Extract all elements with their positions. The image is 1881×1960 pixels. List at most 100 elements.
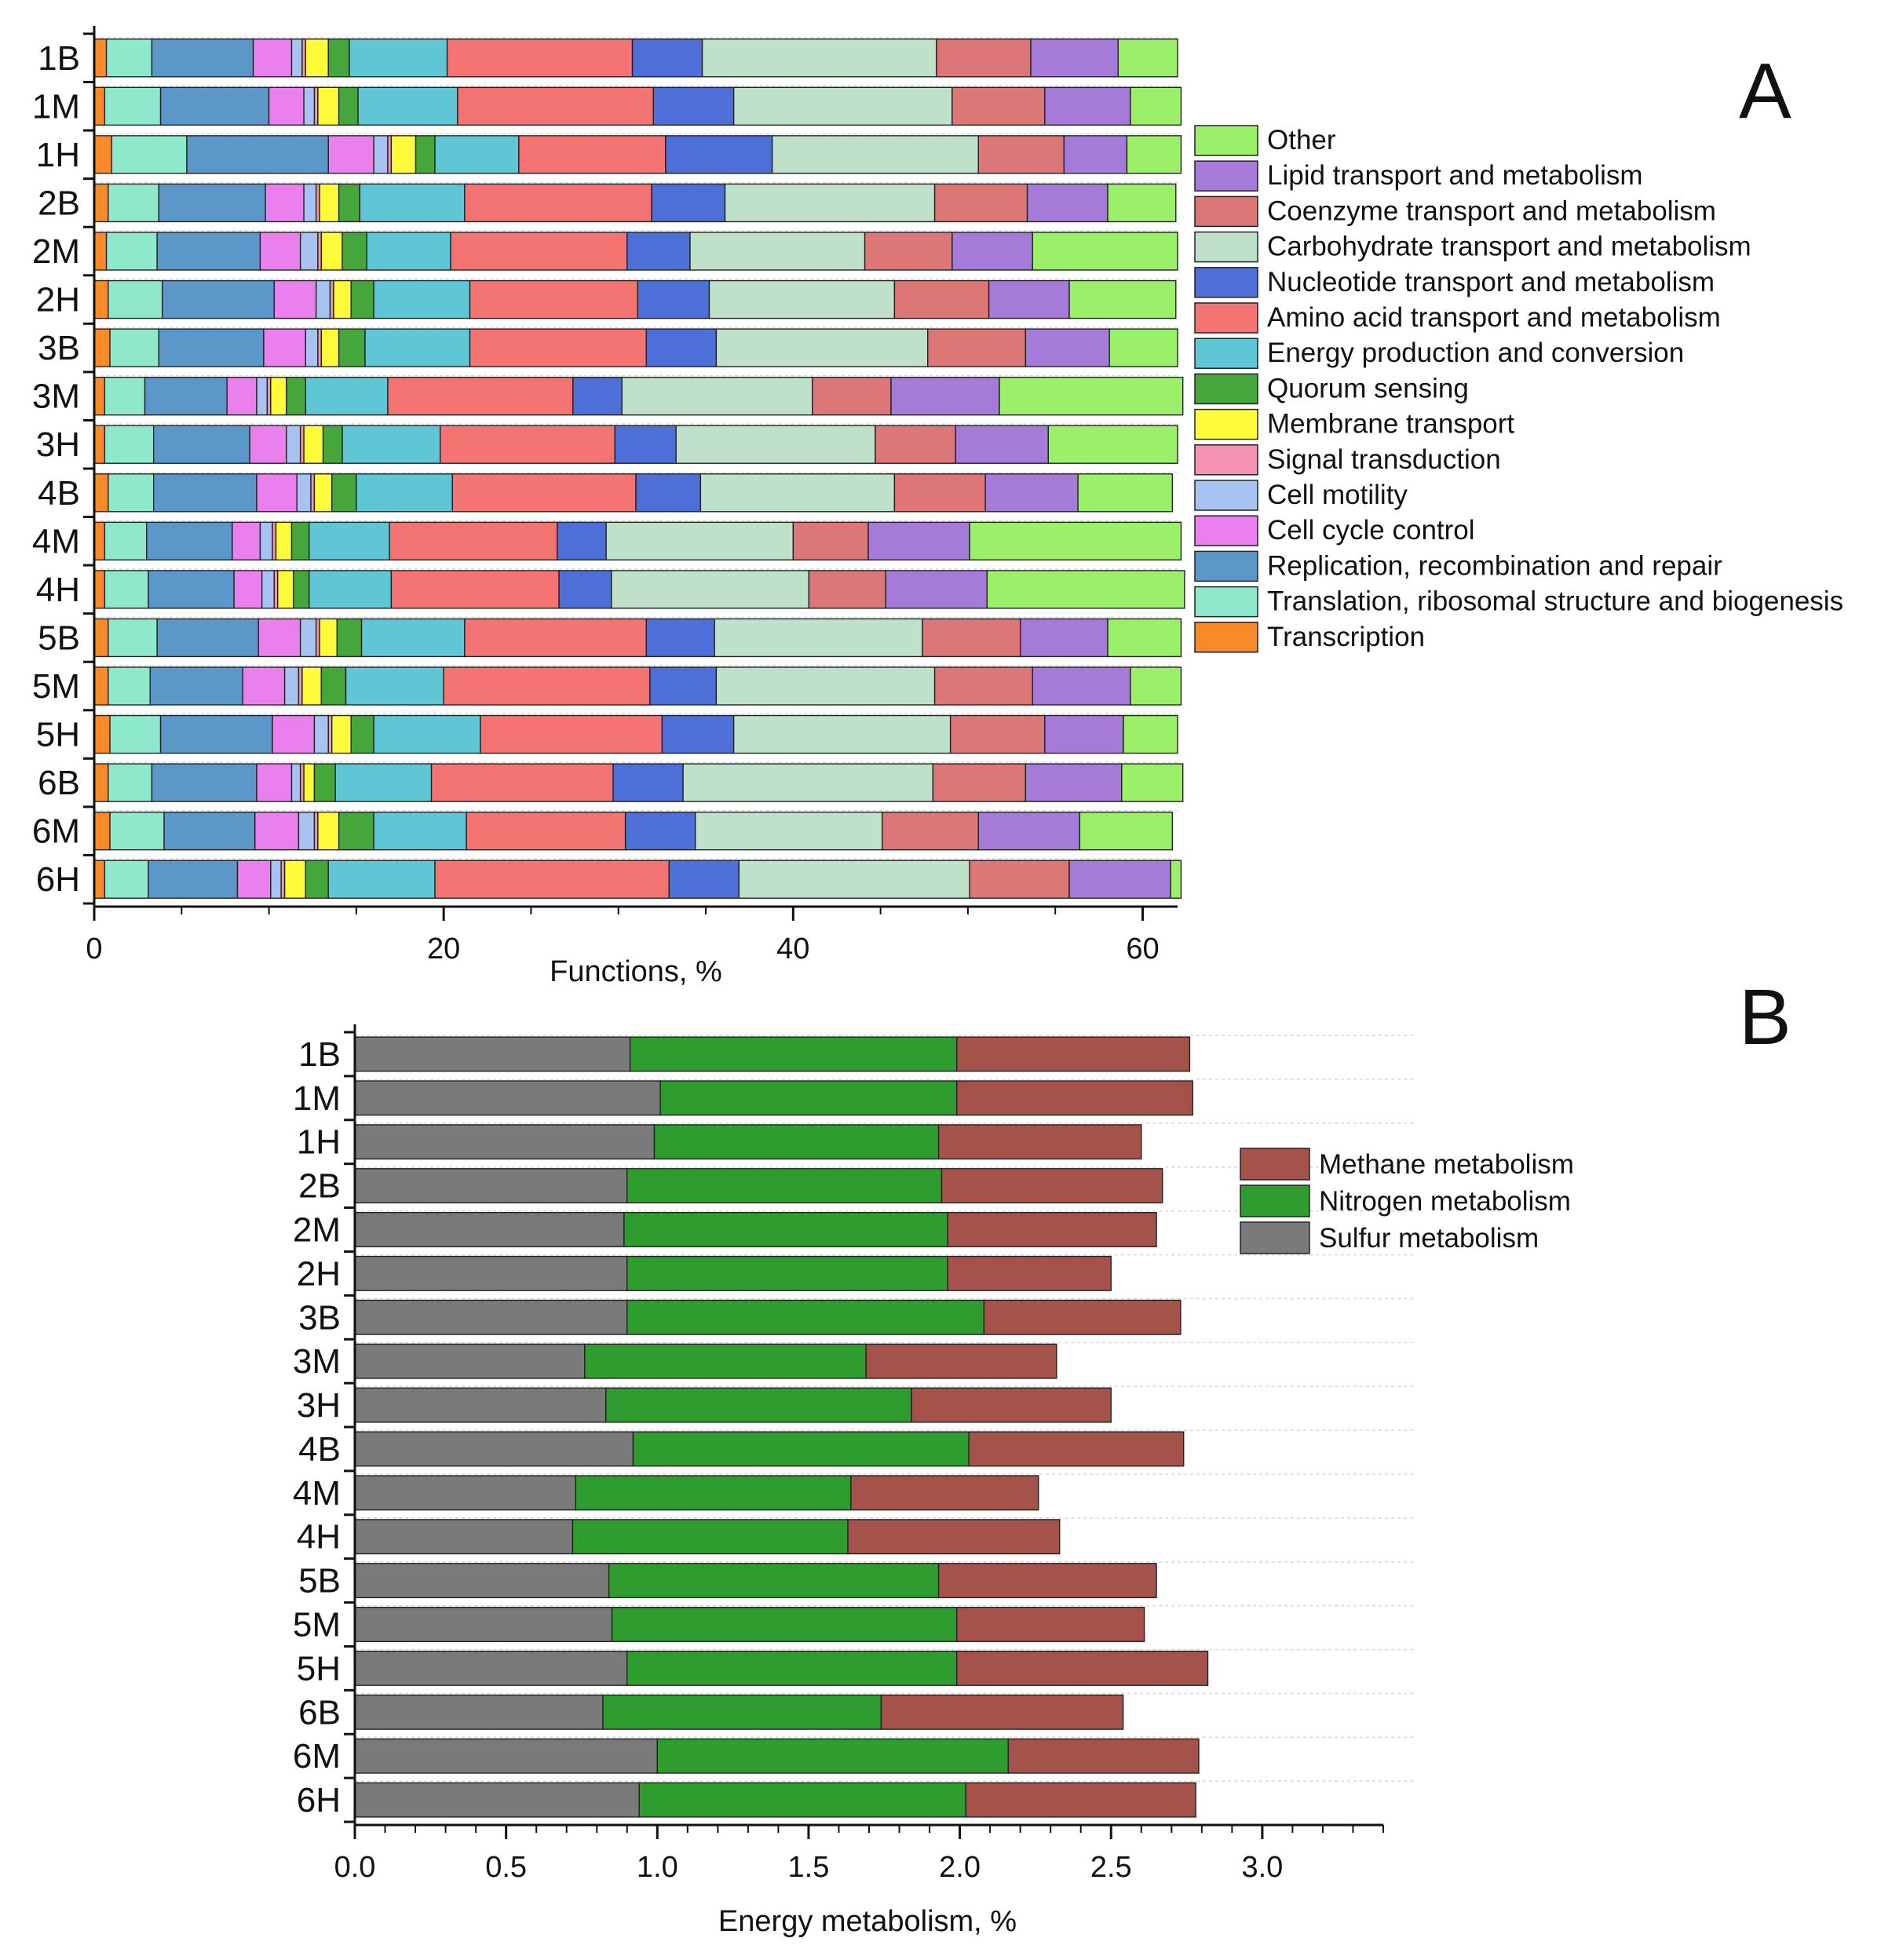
bar-2h-lipid-transport-and-metabolism	[988, 279, 1070, 319]
bar-5h-nucleotide-transport-and-metabolism	[661, 714, 735, 754]
bar-1b-transcription	[93, 38, 108, 78]
bar-4h-methane-metabolism	[847, 1519, 1061, 1555]
bar-4h-cell-cycle-control	[233, 570, 263, 609]
bar-1m-cell-motility	[303, 86, 316, 126]
legend-swatch-other	[1194, 125, 1258, 156]
bar-4b-carbohydrate-transport-and-metabolism	[699, 473, 896, 513]
bar-1b-methane-metabolism	[956, 1036, 1191, 1072]
bar-6b-lipid-transport-and-metabolism	[1025, 763, 1123, 802]
chart-a-functions: 1B 1M 1H 2B 2M 2H 3B 3M 3H 4B 4M 4H 5B 5M 5H 6B 6M 6H 0 20 4…	[32, 26, 1185, 965]
category-label-6b: 6B	[38, 764, 80, 802]
bar-3b-cell-cycle-control	[263, 328, 307, 367]
bar-6h-transcription	[93, 860, 106, 899]
bar-5b-energy-production-and-conversion	[360, 618, 466, 658]
bar-4b-membrane-transport	[313, 473, 333, 513]
bar-1m-methane-metabolism	[956, 1080, 1193, 1116]
bar-4m-lipid-transport-and-metabolism	[867, 521, 970, 561]
bar-6h-cell-cycle-control	[236, 860, 272, 899]
legend-label-methane-metabolism: Methane metabolism	[1319, 1149, 1574, 1180]
category-label-4m: 4M	[293, 1474, 341, 1513]
category-label-6h: 6H	[297, 1781, 341, 1819]
bar-1m-other	[1130, 86, 1182, 126]
bar-3m-quorum-sensing	[286, 376, 307, 416]
bar-2b-replication-recombination-and-repair	[158, 183, 266, 223]
bar-4m-amino-acid-transport-and-metabolism	[389, 521, 558, 561]
bar-4b-nucleotide-transport-and-metabolism	[635, 473, 702, 513]
bar-4h-coenzyme-transport-and-metabolism	[808, 570, 886, 609]
legend-label-nitrogen-metabolism: Nitrogen metabolism	[1319, 1186, 1571, 1217]
bar-2h-cell-motility	[315, 279, 331, 319]
bar-5b-membrane-transport	[319, 618, 338, 658]
bar-3b-other	[1109, 328, 1178, 367]
bar-5m-carbohydrate-transport-and-metabolism	[715, 666, 936, 706]
bar-4b-amino-acid-transport-and-metabolism	[451, 473, 637, 513]
bar-4h-carbohydrate-transport-and-metabolism	[611, 570, 810, 609]
bar-5m-amino-acid-transport-and-metabolism	[443, 666, 651, 706]
bar-1b-nitrogen-metabolism	[629, 1036, 958, 1072]
bar-2b-nitrogen-metabolism	[626, 1168, 943, 1204]
legend-label-replication-recombination-and-repair: Replication, recombination and repair	[1267, 550, 1722, 581]
bar-2m-quorum-sensing	[342, 232, 367, 271]
bar-6m-cell-motility	[298, 811, 316, 851]
bar-4m-transcription	[93, 521, 106, 561]
bar-3h-replication-recombination-and-repair	[152, 425, 250, 464]
bar-6h-quorum-sensing	[305, 860, 329, 899]
bar-5h-methane-metabolism	[956, 1650, 1209, 1686]
bar-6m-cell-cycle-control	[254, 811, 300, 851]
bar-2b-amino-acid-transport-and-metabolism	[464, 183, 652, 223]
category-label-2m: 2M	[32, 232, 80, 271]
bar-4m-nitrogen-metabolism	[575, 1475, 852, 1511]
bar-1b-translation-ribosomal-structure-and-biogenesis	[105, 38, 153, 78]
bar-5m-cell-motility	[283, 666, 300, 706]
bar-3h-translation-ribosomal-structure-and-biogenesis	[104, 425, 155, 464]
bar-4b-cell-motility	[296, 473, 312, 513]
bar-6h-methane-metabolism	[965, 1782, 1196, 1818]
bar-5h-translation-ribosomal-structure-and-biogenesis	[109, 714, 162, 754]
bar-3m-energy-production-and-conversion	[305, 376, 389, 416]
bar-2h-methane-metabolism	[947, 1255, 1112, 1291]
bar-2h-energy-production-and-conversion	[373, 279, 471, 319]
bar-1h-replication-recombination-and-repair	[186, 135, 329, 174]
bar-4m-sulfur-metabolism	[354, 1475, 576, 1511]
bar-3m-nucleotide-transport-and-metabolism	[572, 376, 623, 416]
bar-6h-other	[1170, 860, 1182, 899]
bar-4h-nucleotide-transport-and-metabolism	[558, 570, 612, 609]
bar-4b-other	[1077, 473, 1174, 513]
legend-swatch-membrane-transport	[1194, 408, 1258, 440]
bar-2b-other	[1107, 183, 1177, 223]
category-label-5m: 5M	[293, 1606, 341, 1644]
x-tick-label: 40	[776, 933, 809, 965]
bar-4h-translation-ribosomal-structure-and-biogenesis	[104, 570, 149, 609]
panel-b-label: B	[1739, 973, 1792, 1061]
bar-6b-energy-production-and-conversion	[334, 763, 433, 802]
bar-6b-nucleotide-transport-and-metabolism	[612, 763, 684, 802]
category-label-1h: 1H	[297, 1123, 341, 1162]
bar-4h-nitrogen-metabolism	[572, 1519, 849, 1555]
x-tick-label: 2.5	[1090, 1851, 1132, 1884]
bar-6h-amino-acid-transport-and-metabolism	[434, 860, 670, 899]
legend-label-membrane-transport: Membrane transport	[1267, 409, 1514, 440]
bar-2h-coenzyme-transport-and-metabolism	[893, 279, 990, 319]
bar-5m-coenzyme-transport-and-metabolism	[933, 666, 1033, 706]
bar-5b-nucleotide-transport-and-metabolism	[645, 618, 715, 658]
bar-3m-nitrogen-metabolism	[584, 1343, 867, 1379]
bar-3h-other	[1047, 425, 1178, 464]
category-label-3h: 3H	[36, 425, 80, 464]
bar-2b-nucleotide-transport-and-metabolism	[651, 183, 726, 223]
bar-3m-cell-cycle-control	[226, 376, 257, 416]
bar-5h-cell-cycle-control	[272, 714, 316, 754]
bar-5h-lipid-transport-and-metabolism	[1044, 714, 1124, 754]
bar-2m-lipid-transport-and-metabolism	[951, 232, 1033, 271]
bar-2h-nucleotide-transport-and-metabolism	[637, 279, 710, 319]
bar-3h-methane-metabolism	[911, 1387, 1112, 1423]
bar-2m-membrane-transport	[320, 232, 343, 271]
bar-5b-replication-recombination-and-repair	[156, 618, 259, 658]
bar-3m-lipid-transport-and-metabolism	[890, 376, 1000, 416]
bar-4h-energy-production-and-conversion	[309, 570, 393, 609]
bar-5m-other	[1130, 666, 1182, 706]
bar-5h-energy-production-and-conversion	[373, 714, 481, 754]
bar-6b-quorum-sensing	[313, 763, 336, 802]
legend-swatch-amino-acid-transport-and-metabolism	[1194, 302, 1258, 334]
chart-b-x-axis-label: Energy metabolism, %	[718, 1905, 1017, 1938]
